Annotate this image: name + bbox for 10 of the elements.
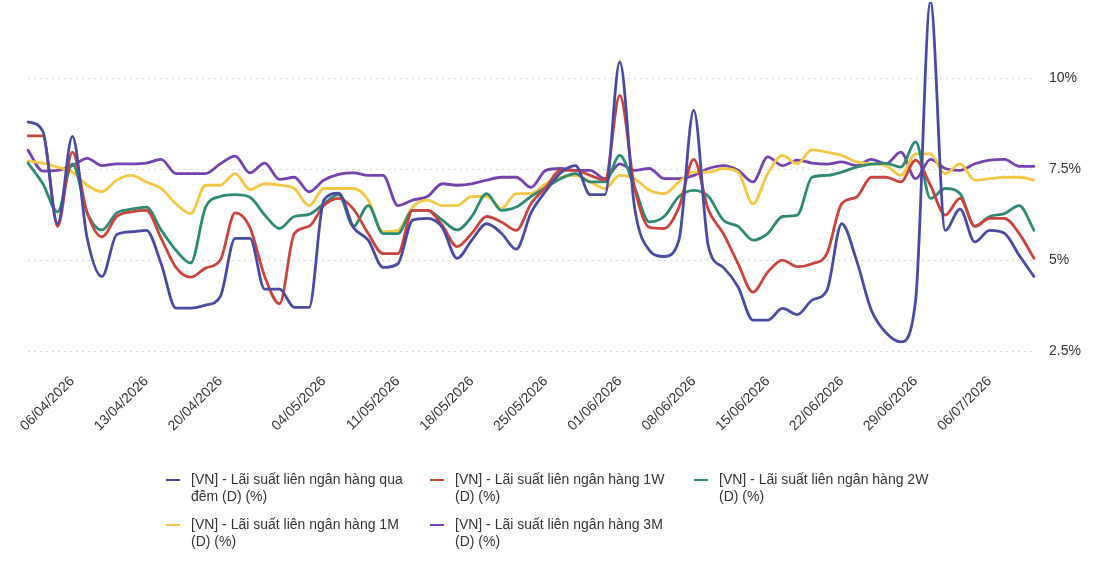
legend-label: [VN] - Lãi suất liên ngân hàng qua đêm (D) (%) (191, 471, 404, 505)
y-tick-label: 7.5% (1049, 160, 1081, 177)
y-tick-label: 2.5% (1049, 341, 1081, 358)
legend-label: [VN] - Lãi suất liên ngân hàng 1M (D) (%) (191, 516, 400, 550)
y-tick-label: 10% (1049, 69, 1078, 86)
legend-label: [VN] - Lãi suất liên ngân hàng 3M (D) (%) (455, 516, 664, 550)
y-tick-label: 5% (1049, 250, 1070, 267)
line-series (26, 2, 1036, 344)
legend-label: [VN] - Lãi suất liên ngân hàng 1W (D) (%) (455, 471, 666, 505)
legend-label: [VN] - Lãi suất liên ngân hàng 2W (D) (%) (719, 471, 930, 505)
